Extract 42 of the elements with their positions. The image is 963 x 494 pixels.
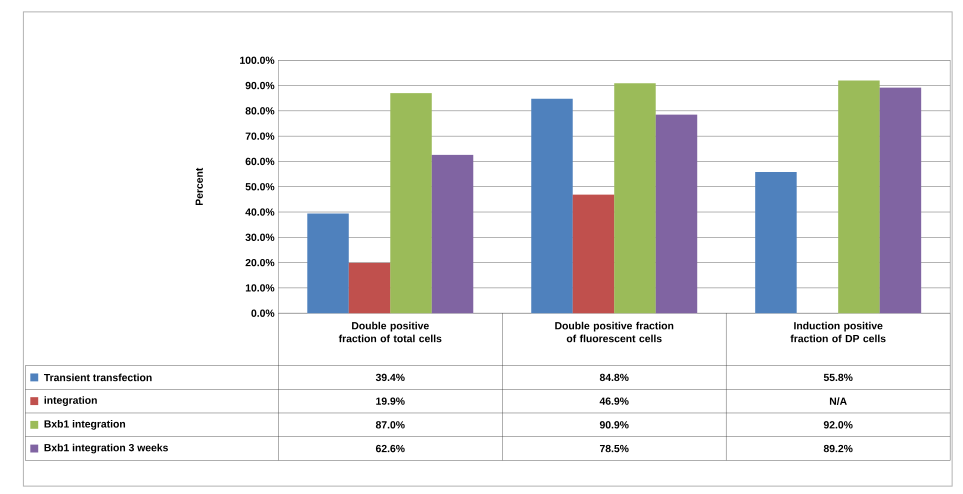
- y-tick-label: 70.0%: [246, 132, 274, 140]
- text: N/A: [830, 397, 847, 405]
- data-label: 62.6%: [376, 444, 405, 452]
- legend-label: Transient transfection: [44, 374, 152, 382]
- y-tick-label: 20.0%: [246, 258, 274, 266]
- y-tick-label: 40.0%: [245, 208, 274, 216]
- y-tick-label: 80.0%: [246, 107, 274, 115]
- bar: [531, 98, 573, 314]
- y-tick-label: 60.0%: [246, 158, 274, 166]
- data-label: 46.9%: [600, 397, 629, 405]
- bar: [432, 154, 474, 314]
- y-tick-label: 10.0%: [246, 284, 274, 292]
- data-label: 39.4%: [376, 374, 405, 382]
- bar: [755, 172, 797, 314]
- data-label: 84.8%: [600, 374, 629, 382]
- y-tick-label: 30.0%: [245, 234, 274, 241]
- bar: [880, 88, 922, 314]
- data-label: 90.9%: [600, 421, 629, 429]
- y-tick-label: 90.0%: [246, 82, 274, 90]
- legend-label: integration: [44, 396, 97, 406]
- y-axis-title: Percent: [196, 168, 203, 206]
- legend-label: Bxb1 integration 3 weeks: [44, 444, 168, 454]
- y-tick-label: 0.0%: [251, 310, 274, 317]
- bar: [390, 93, 432, 314]
- bar: [307, 214, 349, 314]
- x-tick-label: Double positive fraction of total cells: [338, 322, 442, 342]
- data-label: 92.0%: [824, 421, 853, 429]
- bar: [838, 80, 880, 314]
- data-label: 19.9%: [376, 397, 405, 405]
- x-tick-label: Double positive fraction of fluorescent cells: [555, 322, 674, 342]
- x-tick-label: Induction positive fraction of DP cells: [790, 322, 886, 342]
- bar: [348, 262, 390, 314]
- legend-label: Bxb1 integration: [44, 420, 126, 430]
- data-label: 55.8%: [824, 374, 853, 382]
- data-label: 89.2%: [824, 444, 853, 452]
- bar: [656, 114, 698, 314]
- y-tick-label: 100.0%: [240, 56, 274, 64]
- bar: [572, 194, 614, 314]
- bar: [614, 83, 656, 314]
- data-label: 78.5%: [600, 444, 629, 452]
- data-label: 87.0%: [376, 421, 405, 429]
- y-tick-label: 50.0%: [246, 183, 274, 190]
